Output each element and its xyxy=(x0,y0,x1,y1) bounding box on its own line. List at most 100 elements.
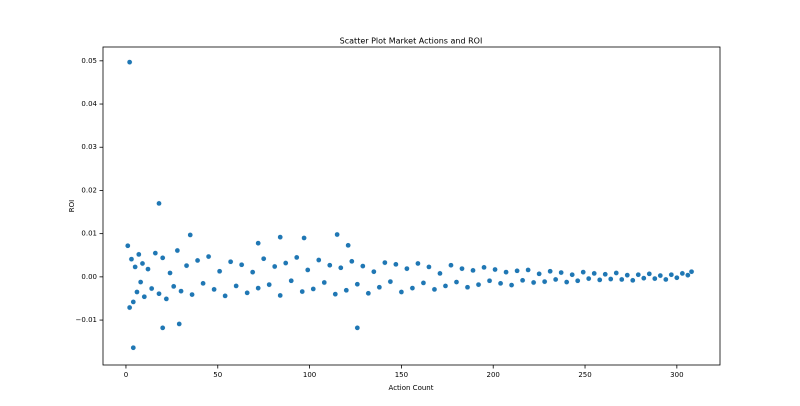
point xyxy=(216,268,223,275)
x-tick-label: 150 xyxy=(395,371,408,379)
point xyxy=(163,296,170,302)
chart-title: Scatter Plot Market Actions and ROI xyxy=(340,37,483,46)
point xyxy=(629,277,636,284)
point xyxy=(618,276,625,283)
point xyxy=(668,271,675,278)
point xyxy=(371,268,377,275)
point xyxy=(260,255,267,262)
point xyxy=(591,270,598,277)
point xyxy=(459,265,465,272)
point xyxy=(178,288,184,294)
point xyxy=(359,263,366,269)
point xyxy=(148,285,155,292)
point xyxy=(271,263,278,270)
point xyxy=(187,232,194,238)
point xyxy=(679,270,686,277)
point xyxy=(310,286,317,292)
point xyxy=(657,272,664,279)
point xyxy=(176,321,183,327)
point xyxy=(326,262,333,269)
point xyxy=(345,242,351,249)
point xyxy=(624,272,631,278)
point xyxy=(607,276,614,282)
point xyxy=(673,274,680,281)
point xyxy=(685,272,691,278)
point xyxy=(574,277,581,284)
point xyxy=(183,262,190,269)
point xyxy=(569,271,576,278)
point xyxy=(365,290,372,297)
x-tick-label: 250 xyxy=(578,371,591,379)
point xyxy=(255,240,262,247)
point xyxy=(227,258,234,265)
y-tick-label: 0.02 xyxy=(81,186,97,194)
point xyxy=(293,254,300,261)
point xyxy=(464,284,471,291)
point xyxy=(497,280,504,287)
point xyxy=(126,304,133,311)
point xyxy=(376,284,383,291)
x-tick-label: 50 xyxy=(213,371,222,379)
point xyxy=(382,259,388,266)
point xyxy=(159,254,166,261)
point xyxy=(348,258,355,265)
point xyxy=(132,264,138,270)
point xyxy=(530,279,537,286)
point xyxy=(354,281,361,288)
point xyxy=(124,242,131,249)
point xyxy=(552,276,559,283)
point xyxy=(409,285,416,291)
y-axis-label: ROI xyxy=(68,200,76,212)
point xyxy=(420,280,427,286)
point xyxy=(547,268,553,275)
point xyxy=(244,289,251,296)
point xyxy=(167,270,173,276)
point xyxy=(304,267,311,273)
point xyxy=(431,286,438,293)
point xyxy=(415,260,421,267)
point xyxy=(159,324,166,331)
point xyxy=(222,293,228,299)
point xyxy=(277,234,284,240)
point xyxy=(334,231,340,238)
point xyxy=(200,280,206,287)
point xyxy=(141,293,148,300)
point xyxy=(646,270,653,277)
point xyxy=(580,269,587,275)
point xyxy=(514,267,520,274)
point xyxy=(211,286,217,293)
point xyxy=(249,269,256,275)
point xyxy=(508,282,515,288)
point xyxy=(134,289,140,295)
point xyxy=(174,247,181,254)
x-tick-label: 0 xyxy=(124,371,128,379)
point xyxy=(126,59,133,65)
point xyxy=(503,269,509,275)
point xyxy=(596,277,603,283)
point xyxy=(255,285,262,291)
y-tick-label: 0.01 xyxy=(81,230,97,238)
point xyxy=(282,260,289,266)
point xyxy=(470,267,476,274)
y-tick-label: 0.03 xyxy=(81,143,97,151)
point xyxy=(332,291,339,297)
point xyxy=(662,276,669,283)
point xyxy=(170,283,177,290)
point xyxy=(321,279,328,286)
point xyxy=(238,261,245,268)
point xyxy=(266,281,273,288)
point xyxy=(343,287,350,294)
point xyxy=(145,266,151,272)
point xyxy=(387,278,394,285)
point xyxy=(481,264,487,271)
x-tick-label: 200 xyxy=(487,371,500,379)
point xyxy=(585,275,592,282)
point xyxy=(128,256,135,262)
point xyxy=(194,257,201,264)
y-tick-label: 0.04 xyxy=(81,100,97,108)
point xyxy=(189,291,195,298)
point xyxy=(602,271,609,278)
point xyxy=(398,289,405,295)
y-tick-label: 0.00 xyxy=(81,273,97,281)
